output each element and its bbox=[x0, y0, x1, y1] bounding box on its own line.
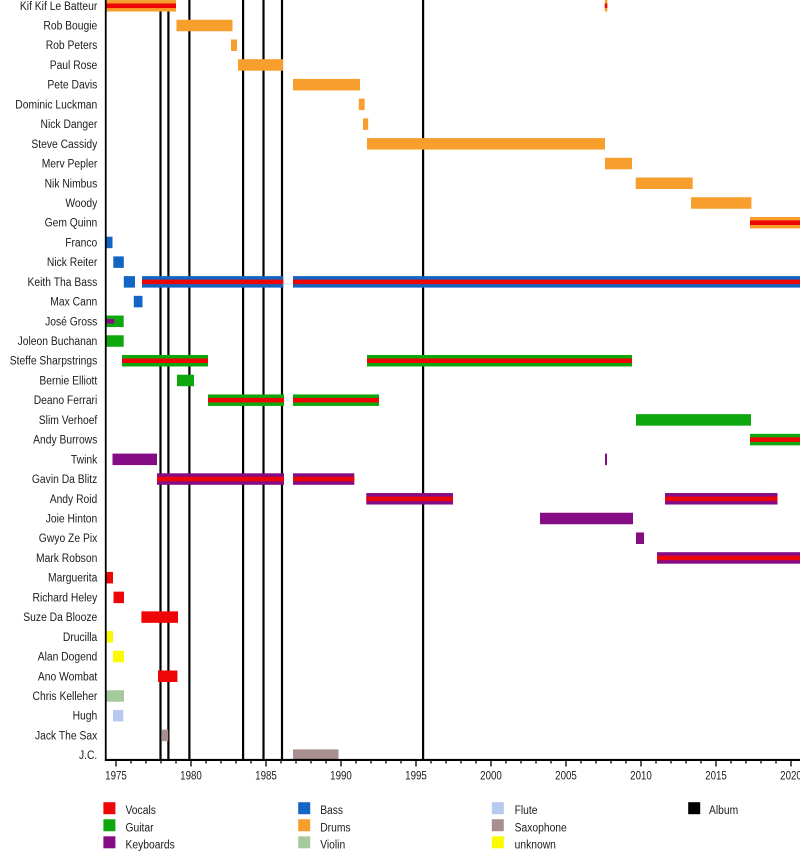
svg-text:Saxophone: Saxophone bbox=[515, 822, 567, 834]
svg-text:2010: 2010 bbox=[630, 769, 652, 783]
svg-text:Woody: Woody bbox=[65, 198, 97, 210]
svg-text:2015: 2015 bbox=[705, 769, 727, 783]
svg-text:2000: 2000 bbox=[480, 769, 502, 783]
svg-text:Joleon Buchanan: Joleon Buchanan bbox=[18, 336, 98, 348]
svg-text:Richard Heley: Richard Heley bbox=[33, 592, 98, 604]
svg-text:Nick Danger: Nick Danger bbox=[41, 119, 98, 131]
svg-text:Suze Da Blooze: Suze Da Blooze bbox=[23, 612, 97, 624]
svg-text:Gem Quinn: Gem Quinn bbox=[45, 218, 98, 230]
svg-text:2005: 2005 bbox=[555, 769, 577, 783]
svg-text:Rob Peters: Rob Peters bbox=[46, 40, 98, 52]
svg-text:1980: 1980 bbox=[180, 769, 202, 783]
svg-text:José Gross: José Gross bbox=[45, 316, 97, 328]
svg-text:Keyboards: Keyboards bbox=[126, 839, 176, 851]
svg-text:1995: 1995 bbox=[405, 769, 427, 783]
svg-text:Bernie Elliott: Bernie Elliott bbox=[39, 375, 98, 387]
svg-text:1985: 1985 bbox=[255, 769, 277, 783]
svg-text:2020: 2020 bbox=[780, 769, 800, 783]
svg-text:Rob Bougie: Rob Bougie bbox=[43, 21, 97, 33]
svg-text:Slim Verhoef: Slim Verhoef bbox=[39, 415, 98, 427]
svg-text:Dominic Luckman: Dominic Luckman bbox=[15, 99, 97, 111]
svg-text:Twink: Twink bbox=[71, 454, 98, 466]
svg-text:Gwyo Ze Pix: Gwyo Ze Pix bbox=[39, 533, 98, 545]
svg-text:Max Cann: Max Cann bbox=[50, 297, 97, 309]
svg-text:Vocals: Vocals bbox=[126, 805, 157, 817]
svg-text:Guitar: Guitar bbox=[126, 822, 154, 834]
svg-text:Flute: Flute bbox=[515, 805, 538, 817]
svg-text:Steve Cassidy: Steve Cassidy bbox=[31, 139, 97, 151]
svg-text:Hugh: Hugh bbox=[73, 711, 98, 723]
svg-text:Keith Tha Bass: Keith Tha Bass bbox=[28, 277, 98, 289]
svg-text:Ano Wombat: Ano Wombat bbox=[38, 671, 98, 683]
svg-text:Nik Nimbus: Nik Nimbus bbox=[45, 178, 98, 190]
svg-text:1975: 1975 bbox=[105, 769, 127, 783]
svg-text:Pete Davis: Pete Davis bbox=[47, 80, 97, 92]
svg-text:Mark Robson: Mark Robson bbox=[36, 553, 97, 565]
svg-text:Merv Pepler: Merv Pepler bbox=[42, 159, 98, 171]
svg-text:Gavin Da Blitz: Gavin Da Blitz bbox=[32, 474, 98, 486]
svg-text:Chris Kelleher: Chris Kelleher bbox=[33, 691, 98, 703]
svg-text:Franco: Franco bbox=[65, 237, 97, 249]
svg-text:Alan Dogend: Alan Dogend bbox=[38, 652, 98, 664]
svg-text:Paul Rose: Paul Rose bbox=[50, 60, 98, 72]
svg-text:Andy Roid: Andy Roid bbox=[50, 494, 98, 506]
svg-text:Jack The Sax: Jack The Sax bbox=[35, 730, 98, 742]
svg-text:Marguerita: Marguerita bbox=[48, 573, 98, 585]
svg-text:Drucilla: Drucilla bbox=[63, 632, 98, 644]
svg-text:Bass: Bass bbox=[320, 805, 343, 817]
svg-text:Drums: Drums bbox=[320, 822, 351, 834]
svg-text:J.C.: J.C. bbox=[79, 750, 97, 762]
svg-text:unknown: unknown bbox=[515, 839, 556, 851]
svg-text:Andy Burrows: Andy Burrows bbox=[33, 435, 97, 447]
svg-text:Joie Hinton: Joie Hinton bbox=[46, 514, 98, 526]
svg-text:Violin: Violin bbox=[320, 839, 345, 851]
svg-text:Nick Reiter: Nick Reiter bbox=[47, 257, 98, 269]
svg-text:Kif Kif Le Batteur: Kif Kif Le Batteur bbox=[20, 1, 98, 13]
svg-text:Steffe Sharpstrings: Steffe Sharpstrings bbox=[10, 356, 98, 368]
svg-text:Deano Ferrari: Deano Ferrari bbox=[34, 395, 98, 407]
svg-text:Album: Album bbox=[709, 805, 738, 817]
svg-text:1990: 1990 bbox=[330, 769, 352, 783]
